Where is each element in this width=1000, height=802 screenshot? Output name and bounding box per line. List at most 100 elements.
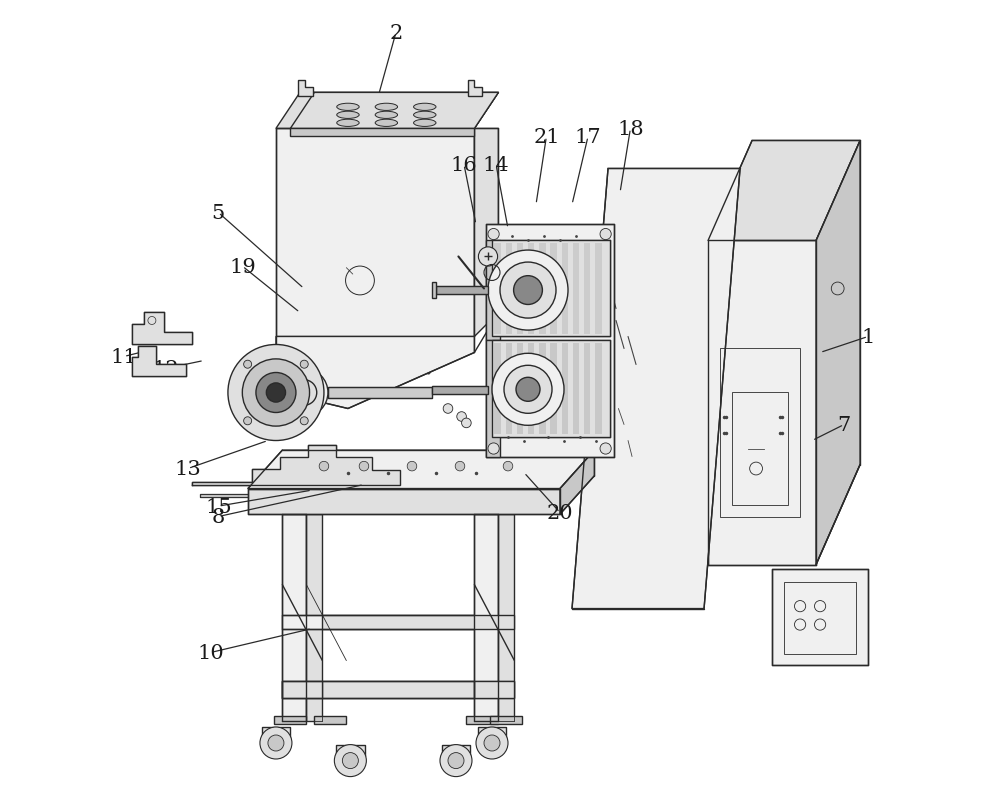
Polygon shape <box>274 716 306 724</box>
Polygon shape <box>474 515 498 721</box>
Polygon shape <box>306 515 322 721</box>
Circle shape <box>359 462 369 472</box>
Polygon shape <box>298 81 313 97</box>
Ellipse shape <box>375 112 398 119</box>
Circle shape <box>476 727 508 759</box>
Polygon shape <box>282 515 306 721</box>
Circle shape <box>342 752 358 768</box>
Text: 5: 5 <box>212 204 225 223</box>
Circle shape <box>407 462 417 472</box>
Ellipse shape <box>337 112 359 119</box>
Polygon shape <box>314 716 346 724</box>
Polygon shape <box>492 241 610 337</box>
Polygon shape <box>506 244 512 334</box>
Circle shape <box>300 361 308 369</box>
Circle shape <box>440 745 472 776</box>
Polygon shape <box>550 343 557 435</box>
Polygon shape <box>432 387 488 395</box>
Circle shape <box>443 404 453 414</box>
Circle shape <box>228 345 324 441</box>
Circle shape <box>478 248 498 267</box>
Circle shape <box>244 361 252 369</box>
Text: 13: 13 <box>175 460 201 479</box>
Text: 11: 11 <box>111 347 137 367</box>
Polygon shape <box>772 569 868 665</box>
Polygon shape <box>708 141 860 241</box>
Polygon shape <box>132 346 186 377</box>
Circle shape <box>500 263 556 318</box>
Polygon shape <box>550 244 557 334</box>
Polygon shape <box>474 681 514 699</box>
Circle shape <box>462 419 471 428</box>
Polygon shape <box>573 343 579 435</box>
Polygon shape <box>486 225 614 457</box>
Circle shape <box>266 383 286 403</box>
Circle shape <box>319 462 329 472</box>
Circle shape <box>503 462 513 472</box>
Text: 15: 15 <box>205 497 232 516</box>
Polygon shape <box>562 244 568 334</box>
Polygon shape <box>528 343 534 435</box>
Polygon shape <box>436 286 488 294</box>
Polygon shape <box>486 241 500 341</box>
Bar <box>784 582 856 654</box>
Text: 8: 8 <box>212 508 225 526</box>
Polygon shape <box>276 129 474 337</box>
Circle shape <box>504 366 552 414</box>
Ellipse shape <box>375 120 398 128</box>
Circle shape <box>256 373 296 413</box>
Circle shape <box>242 359 310 427</box>
Text: 16: 16 <box>451 156 477 175</box>
Polygon shape <box>336 745 365 755</box>
Text: 7: 7 <box>837 415 851 435</box>
Polygon shape <box>262 727 290 739</box>
Polygon shape <box>282 681 474 699</box>
Polygon shape <box>562 343 568 435</box>
Polygon shape <box>539 343 546 435</box>
Polygon shape <box>328 387 432 399</box>
Polygon shape <box>573 244 579 334</box>
Polygon shape <box>432 283 436 298</box>
Ellipse shape <box>414 120 436 128</box>
Circle shape <box>514 277 542 305</box>
Circle shape <box>448 752 464 768</box>
Polygon shape <box>584 343 590 435</box>
Circle shape <box>488 444 499 455</box>
Text: 12: 12 <box>152 359 179 379</box>
Polygon shape <box>492 341 610 437</box>
Circle shape <box>516 378 540 402</box>
Polygon shape <box>290 93 498 129</box>
Circle shape <box>484 735 500 751</box>
Polygon shape <box>132 313 192 345</box>
Circle shape <box>268 735 284 751</box>
Polygon shape <box>474 129 498 337</box>
Circle shape <box>492 354 564 426</box>
Text: 18: 18 <box>617 119 644 139</box>
Circle shape <box>334 745 366 776</box>
Polygon shape <box>192 445 400 485</box>
Polygon shape <box>539 244 546 334</box>
Polygon shape <box>486 341 500 457</box>
Polygon shape <box>478 727 506 739</box>
Polygon shape <box>816 141 860 565</box>
Circle shape <box>457 412 466 422</box>
Polygon shape <box>442 745 470 755</box>
Ellipse shape <box>337 120 359 128</box>
Circle shape <box>244 417 252 425</box>
Polygon shape <box>595 343 602 435</box>
Circle shape <box>488 251 568 330</box>
Polygon shape <box>517 343 523 435</box>
Text: 2: 2 <box>389 24 403 43</box>
Polygon shape <box>506 343 512 435</box>
Circle shape <box>260 727 292 759</box>
Text: 1: 1 <box>861 327 875 346</box>
Polygon shape <box>466 716 498 724</box>
Polygon shape <box>248 489 560 515</box>
Polygon shape <box>708 241 816 565</box>
Polygon shape <box>517 244 523 334</box>
Polygon shape <box>498 515 514 721</box>
Polygon shape <box>494 343 501 435</box>
Ellipse shape <box>414 104 436 111</box>
Text: 17: 17 <box>575 128 601 147</box>
Polygon shape <box>322 615 514 629</box>
